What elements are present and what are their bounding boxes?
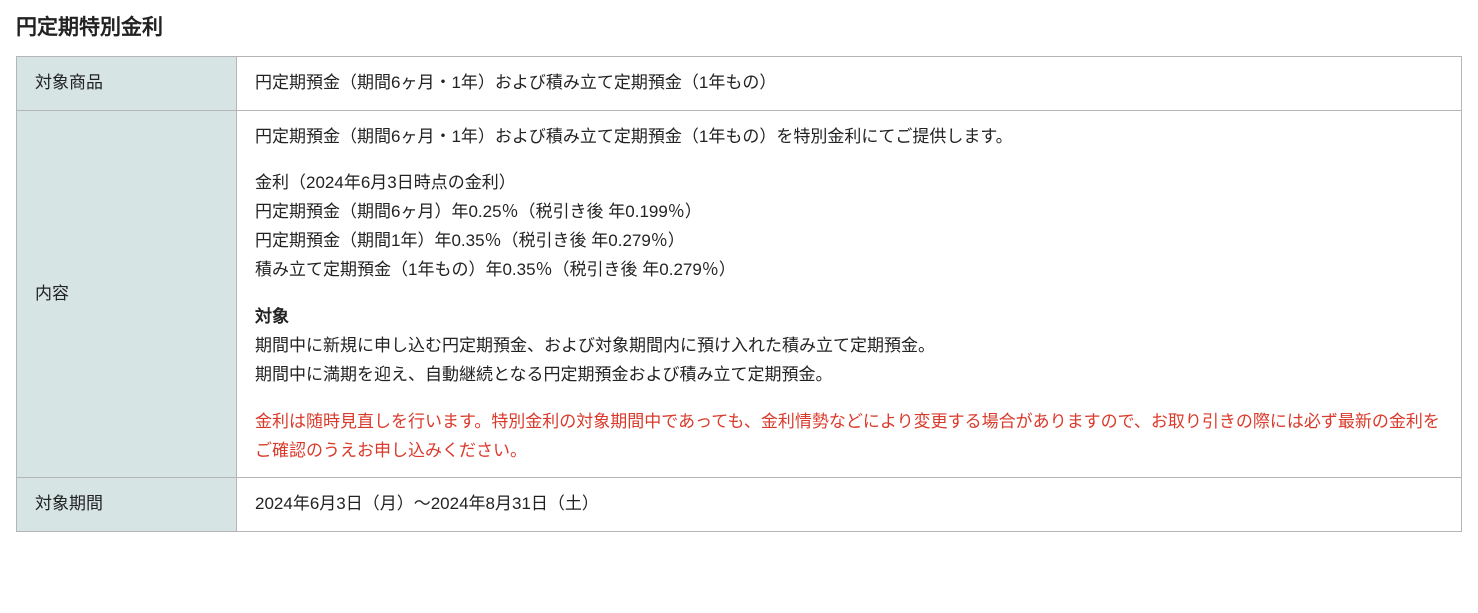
section-title: 円定期特別金利 (16, 10, 1462, 46)
row-content-value: 円定期預金（期間6ヶ月・1年）および積み立て定期預金（1年もの）を特別金利にてご… (237, 110, 1462, 478)
row-period-value: 2024年6月3日（月）～2024年8月31日（土） (237, 478, 1462, 532)
row-product-value: 円定期預金（期間6ヶ月・1年）および積み立て定期預金（1年もの） (237, 56, 1462, 110)
rate-line-1: 円定期預金（期間6ヶ月）年0.25％（税引き後 年0.199％） (255, 198, 1443, 227)
rate-line-3: 積み立て定期預金（1年もの）年0.35％（税引き後 年0.279％） (255, 256, 1443, 285)
target-heading: 対象 (255, 303, 1443, 332)
spec-table: 対象商品 円定期預金（期間6ヶ月・1年）および積み立て定期預金（1年もの） 内容… (16, 56, 1462, 533)
target-line-1: 期間中に新規に申し込む円定期預金、および対象期間内に預け入れた積み立て定期預金。 (255, 332, 1443, 361)
row-content: 内容 円定期預金（期間6ヶ月・1年）および積み立て定期預金（1年もの）を特別金利… (17, 110, 1462, 478)
rate-line-2: 円定期預金（期間1年）年0.35％（税引き後 年0.279％） (255, 227, 1443, 256)
target-line-2: 期間中に満期を迎え、自動継続となる円定期預金および積み立て定期預金。 (255, 361, 1443, 390)
content-notice: 金利は随時見直しを行います。特別金利の対象期間中であっても、金利情勢などにより変… (255, 408, 1443, 466)
row-content-label: 内容 (17, 110, 237, 478)
row-period-label: 対象期間 (17, 478, 237, 532)
content-intro: 円定期預金（期間6ヶ月・1年）および積み立て定期預金（1年もの）を特別金利にてご… (255, 123, 1443, 152)
row-product: 対象商品 円定期預金（期間6ヶ月・1年）および積み立て定期預金（1年もの） (17, 56, 1462, 110)
row-period: 対象期間 2024年6月3日（月）～2024年8月31日（土） (17, 478, 1462, 532)
content-rates-block: 金利（2024年6月3日時点の金利） 円定期預金（期間6ヶ月）年0.25％（税引… (255, 169, 1443, 285)
content-target-block: 対象 期間中に新規に申し込む円定期預金、および対象期間内に預け入れた積み立て定期… (255, 303, 1443, 390)
row-product-label: 対象商品 (17, 56, 237, 110)
rates-heading: 金利（2024年6月3日時点の金利） (255, 169, 1443, 198)
